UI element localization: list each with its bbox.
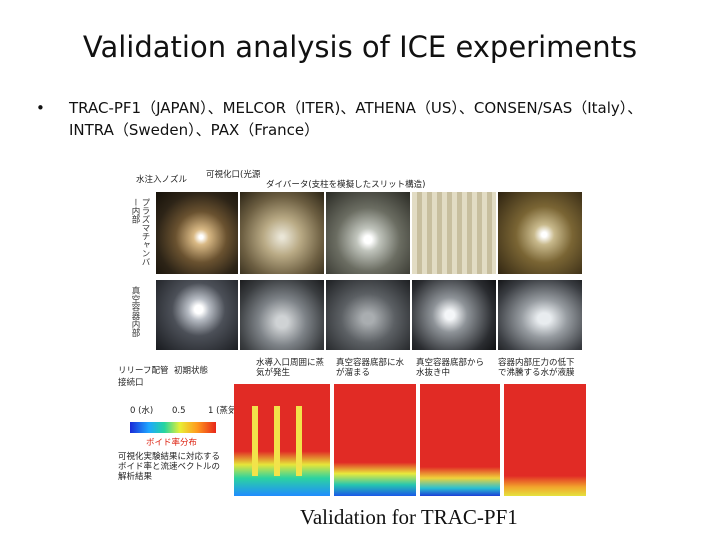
label-connection-port: 接続口 bbox=[118, 378, 144, 388]
bullet-line-2: INTRA（Sweden）、PAX（France） bbox=[69, 121, 320, 139]
analysis-note: 可視化実験結果に対応するボイド率と流速ベクトルの解析結果 bbox=[118, 452, 221, 482]
label-nozzle: 水注入ノズル bbox=[136, 175, 188, 185]
experiment-figure: 水注入ノズル 可視化口(光源 ダイバータ(支柱を模擬したスリット構造) プラズマ… bbox=[116, 170, 600, 499]
label-col5: 容器内部圧力の低下で沸騰する水が液膜 bbox=[498, 358, 575, 378]
photo-r2-c4 bbox=[412, 280, 496, 350]
photo-r1-c4 bbox=[412, 192, 496, 274]
label-initial-state: 初期状態 bbox=[174, 366, 209, 376]
photo-r1-c3 bbox=[326, 192, 410, 274]
void-fraction-colorbar bbox=[130, 422, 216, 433]
slide-title: Validation analysis of ICE experiments bbox=[82, 30, 638, 64]
label-window: 可視化口(光源 bbox=[206, 170, 261, 180]
simulation-col3 bbox=[420, 384, 500, 496]
photo-r2-c2 bbox=[240, 280, 324, 350]
simulation-col2 bbox=[334, 384, 416, 496]
label-plasma-chamber: プラズマチャンバー内部 bbox=[130, 198, 150, 266]
simulation-col1 bbox=[234, 384, 330, 496]
photo-r2-c1 bbox=[156, 280, 238, 350]
bullet-list: • TRAC-PF1（JAPAN）、MELCOR（ITER)、ATHENA（US… bbox=[36, 97, 696, 141]
photo-r2-c3 bbox=[326, 280, 410, 350]
scale-mid-label: 0.5 bbox=[172, 406, 186, 416]
label-col2: 水導入口周囲に蒸気が発生 bbox=[256, 358, 325, 378]
scale-max-label: 1 (蒸気) bbox=[208, 406, 240, 416]
bullet-marker: • bbox=[36, 99, 45, 117]
scale-title: ボイド率分布 bbox=[146, 438, 198, 448]
label-diverter: ダイバータ(支柱を模擬したスリット構造) bbox=[266, 180, 426, 190]
label-col4: 真空容器底部から水抜き中 bbox=[416, 358, 485, 378]
figure-caption: Validation for TRAC-PF1 bbox=[300, 505, 518, 529]
photo-r1-c1 bbox=[156, 192, 238, 274]
simulation-col4 bbox=[504, 384, 586, 496]
label-col3: 真空容器底部に水が溜まる bbox=[336, 358, 405, 378]
scale-min-label: 0 (水) bbox=[130, 406, 154, 416]
photo-r1-c2 bbox=[240, 192, 324, 274]
label-relief-pipe: リリーフ配管 bbox=[118, 366, 169, 376]
photo-r1-c5 bbox=[498, 192, 582, 274]
label-vacuum-vessel: 真空容器内部 bbox=[130, 286, 140, 337]
bullet-line-1: TRAC-PF1（JAPAN）、MELCOR（ITER)、ATHENA（US）、… bbox=[69, 99, 643, 117]
photo-r2-c5 bbox=[498, 280, 582, 350]
